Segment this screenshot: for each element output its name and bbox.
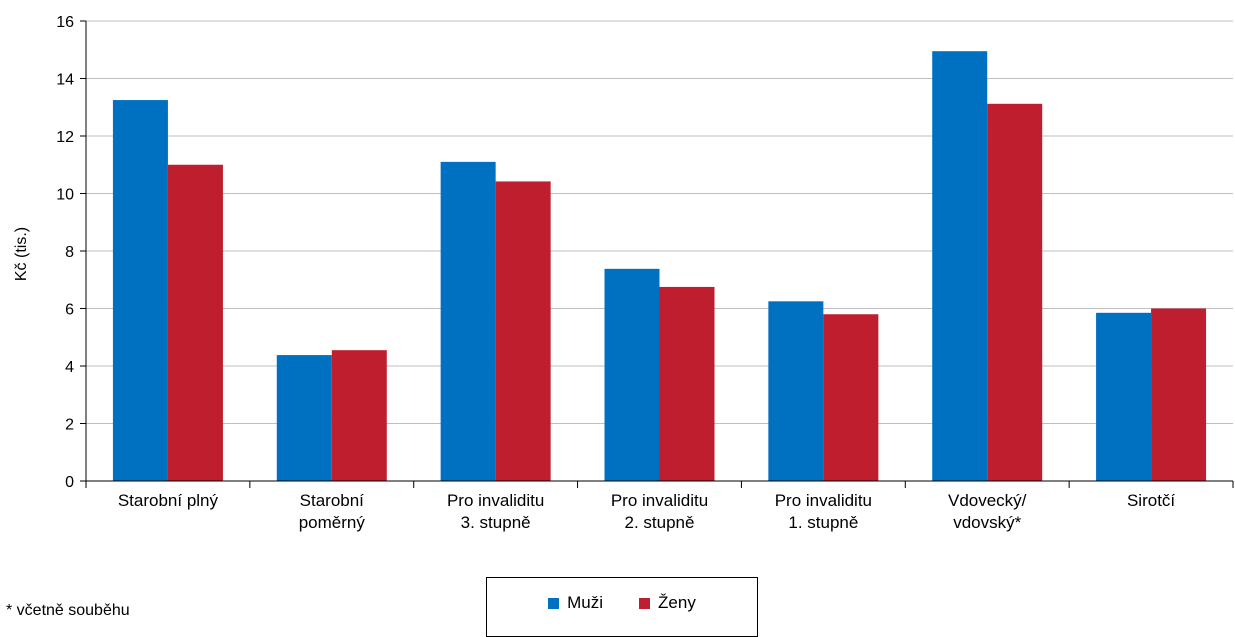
y-tick-label: 0 [65,474,74,491]
bar-zeny [659,286,715,481]
y-axis-label: Kč (tis.) [13,227,30,281]
bar-zeny [331,350,387,481]
legend-swatch-zeny [639,597,651,609]
legend-label-zeny: Ženy [658,593,696,612]
x-category-label: Pro invaliditu [775,491,872,510]
legend: Muži Ženy [486,577,758,637]
x-category-label: poměrný [299,513,366,532]
y-tick-label: 14 [56,72,74,89]
y-tick-label: 16 [56,14,74,31]
axes [80,20,1234,488]
y-tick-label: 6 [65,302,74,319]
y-tick-label: 8 [65,244,74,261]
bar-zeny [167,164,223,481]
x-category-label: 1. stupně [788,513,858,532]
bars [112,51,1207,482]
bar-muzi [276,355,332,481]
x-category-label: Starobní plný [118,491,219,510]
bar-muzi [932,51,988,481]
legend-item-muzi: Muži [548,593,603,613]
bar-zeny [495,181,551,482]
x-category-label: vdovský* [953,513,1021,532]
bar-chart: 0 2 4 6 8 10 12 14 16 Starobní plný Starobní poměr… [13,14,1234,532]
x-category-label: Vdovecký/ [948,491,1027,510]
legend-swatch-muzi [548,597,560,609]
bar-muzi [440,161,496,481]
y-tick-label: 4 [65,359,74,376]
y-tick-label: 10 [56,187,74,204]
x-category-label: Starobní [300,491,365,510]
x-category-label: Sirotčí [1127,491,1175,510]
y-tick-label: 2 [65,417,74,434]
footnote: * včetně souběhu [6,602,130,619]
x-category-label: Pro invaliditu [447,491,544,510]
x-category-label: 2. stupně [625,513,695,532]
bar-zeny [823,314,879,481]
y-tick-label: 12 [56,129,74,146]
bar-muzi [1096,312,1152,481]
x-category-label: 3. stupně [461,513,531,532]
bar-muzi [768,301,824,481]
bar-zeny [1151,308,1207,481]
legend-item-zeny: Ženy [639,593,696,613]
bar-zeny [987,103,1043,482]
bar-muzi [112,100,168,481]
x-category-label: Pro invaliditu [611,491,708,510]
legend-label-muzi: Muži [567,593,604,612]
x-category-labels: Starobní plný Starobní poměrný Pro invalidi… [118,491,1176,532]
bar-muzi [604,268,660,481]
y-tick-labels: 0 2 4 6 8 10 12 14 16 [56,14,74,491]
